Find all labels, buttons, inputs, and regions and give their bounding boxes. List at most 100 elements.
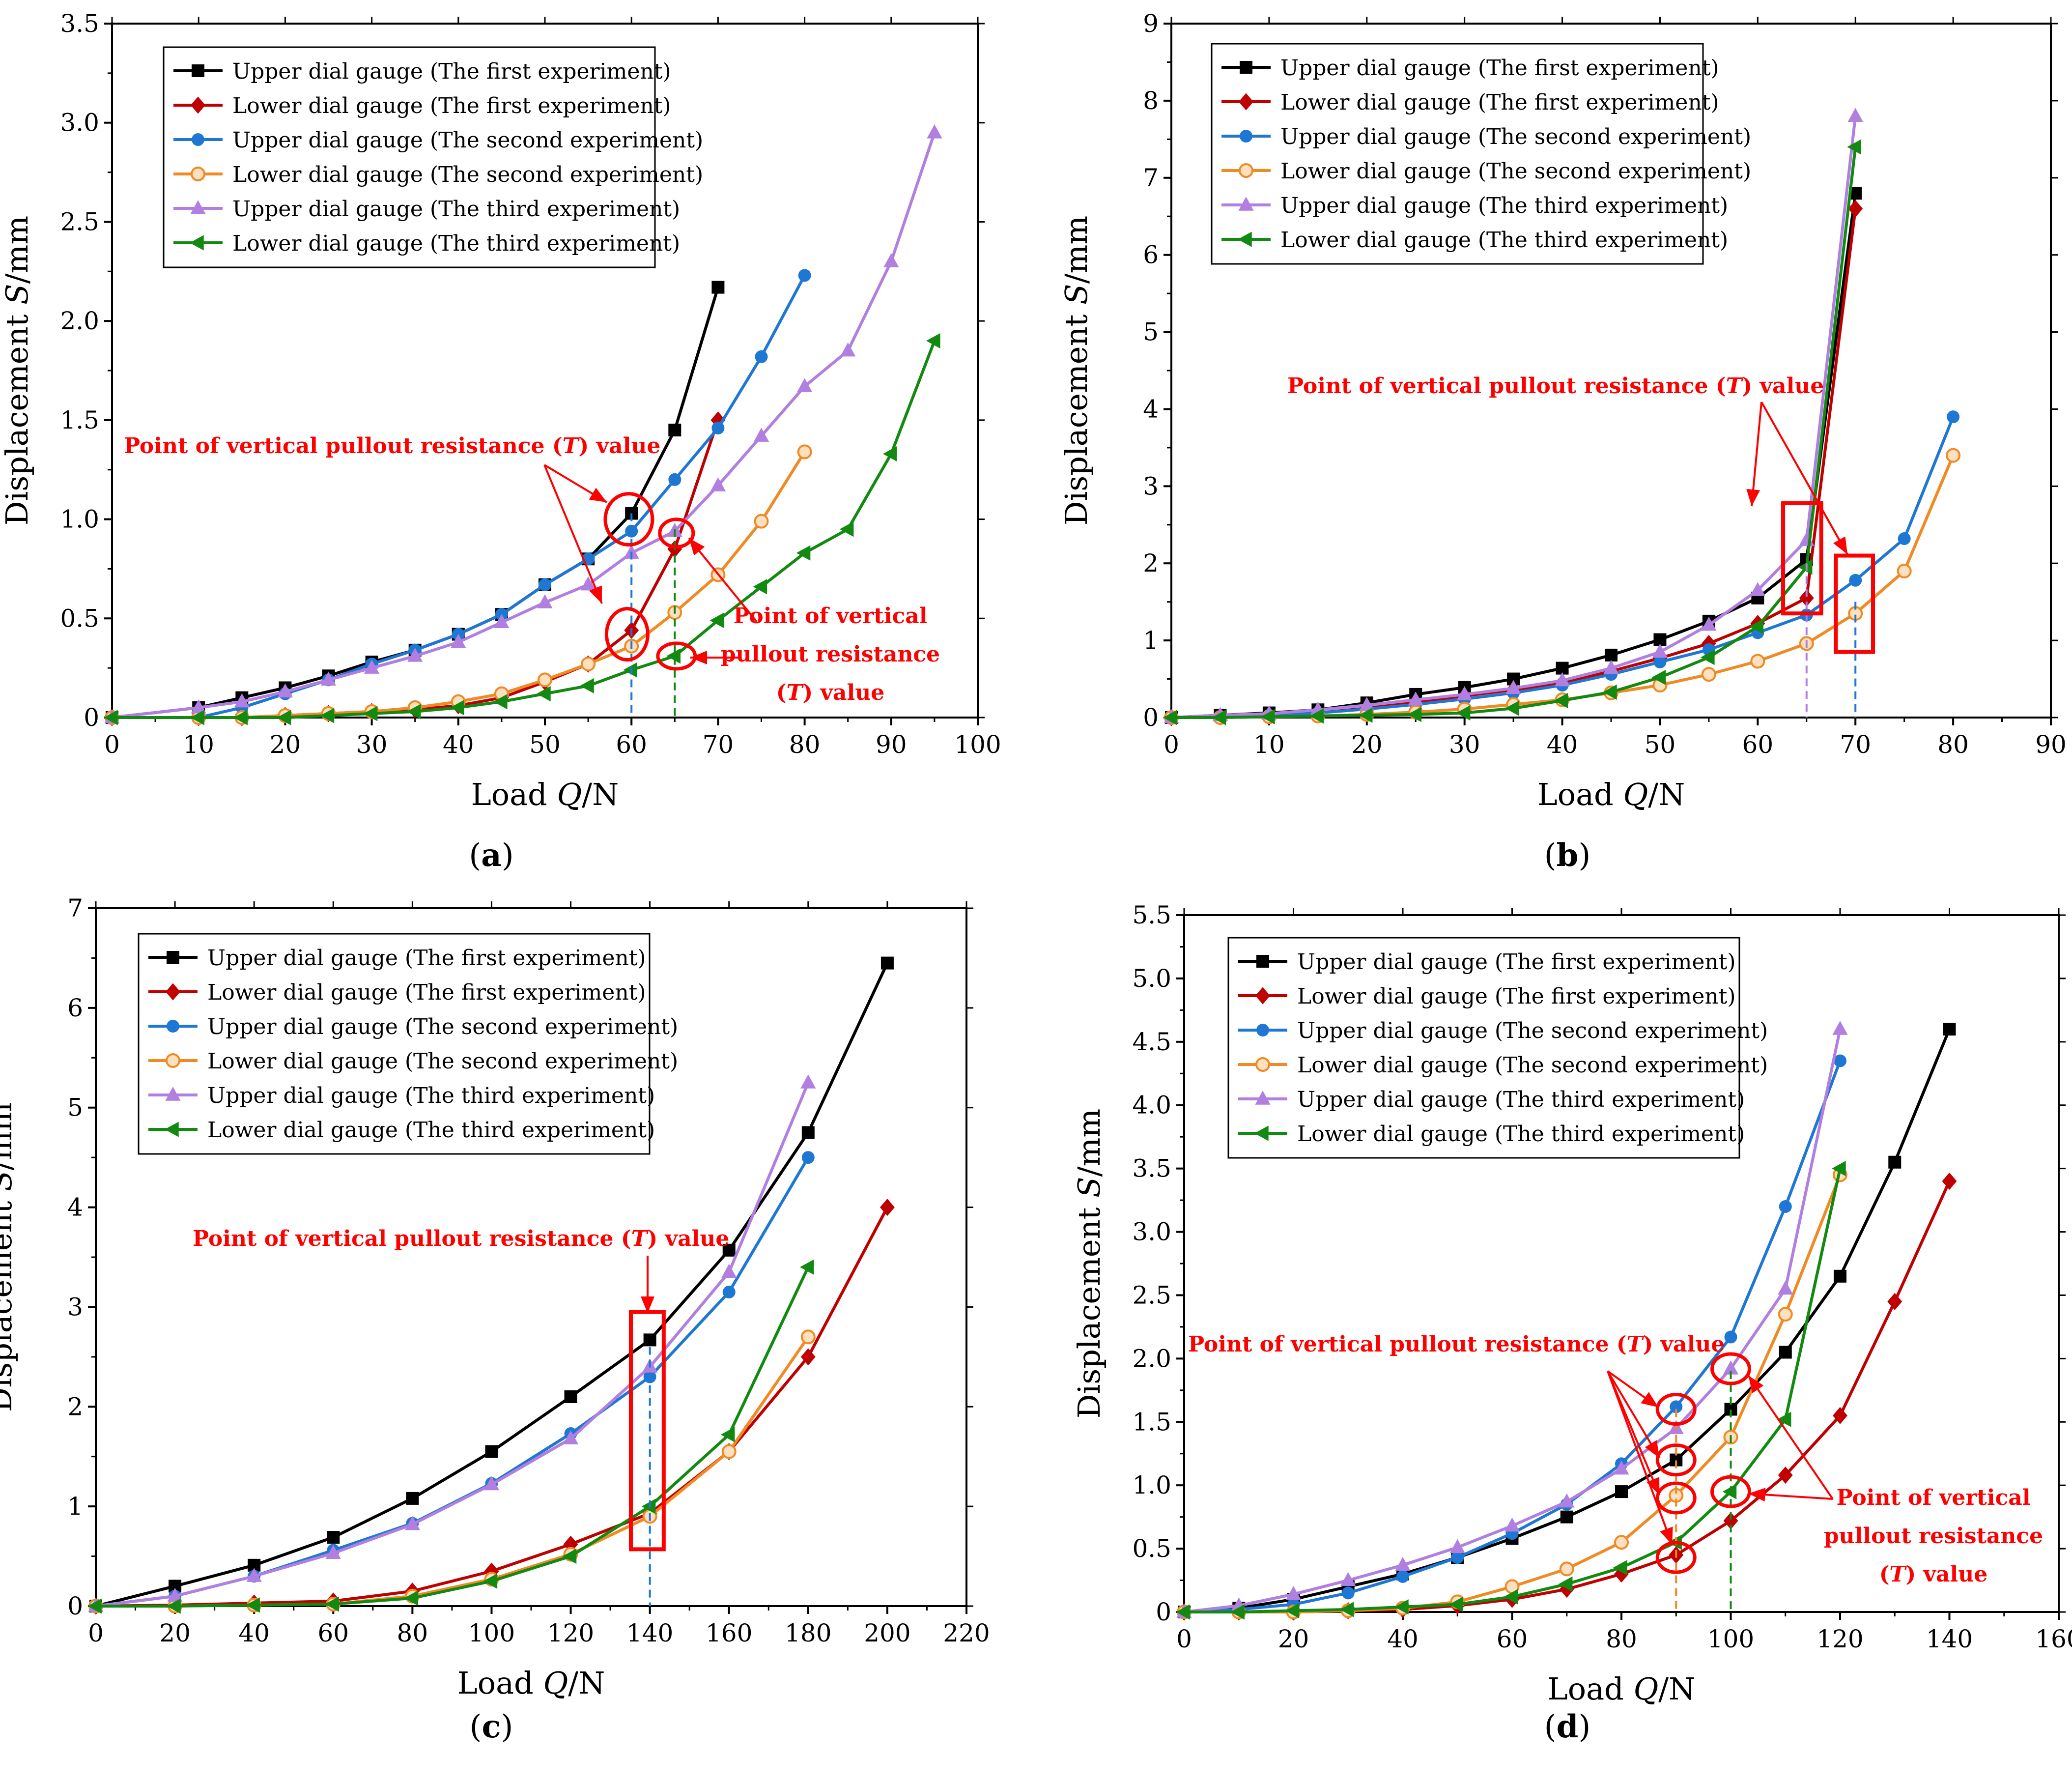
highlight-box <box>1781 501 1823 616</box>
panel-caption: (c) <box>470 1708 513 1745</box>
data-point <box>753 579 767 595</box>
y-tick-label: 3.5 <box>1132 1154 1171 1183</box>
y-tick-label: 1 <box>1143 626 1159 655</box>
highlight-circle <box>658 518 695 549</box>
data-point <box>1832 1021 1848 1035</box>
panel-a: 0 10 20 30 40 50 60 70 80 90 100 0 0.5 1.0 1.5 2.0 2.5 3.… <box>0 9 1001 874</box>
series-upper3 <box>88 1074 816 1612</box>
data-point <box>1341 1586 1355 1600</box>
panel-d: 0 20 40 60 80 100 120 140 160 0 0.5 1.0 1.5 2.0 2.5 3.0… <box>1071 901 2072 1745</box>
panel-caption: (a) <box>469 837 513 874</box>
series-line <box>1171 193 1857 719</box>
y-tick-label: 6 <box>67 994 83 1022</box>
data-point <box>880 1199 895 1216</box>
data-point <box>1833 1407 1847 1424</box>
data-point <box>796 545 811 561</box>
data-point <box>1723 1360 1739 1375</box>
x-tick-label: 120 <box>547 1619 594 1647</box>
data-point <box>1504 1589 1518 1605</box>
highlight-circle <box>603 492 654 547</box>
data-point <box>1559 1561 1574 1577</box>
x-tick-label: 200 <box>864 1619 910 1647</box>
data-point <box>1848 200 1863 218</box>
y-tick-label: 4 <box>67 1193 83 1222</box>
data-point <box>623 662 637 678</box>
data-point <box>1603 660 1619 674</box>
data-point <box>1947 410 1960 424</box>
data-point <box>1614 1565 1629 1583</box>
data-point <box>720 1427 735 1442</box>
data-point <box>1408 691 1423 706</box>
data-point <box>800 1348 816 1366</box>
legend-label: Lower dial gauge (The third experiment) <box>1280 228 1728 253</box>
data-point <box>1849 574 1862 587</box>
panel-caption: (d) <box>1544 1708 1591 1745</box>
legend-label: Lower dial gauge (The second experiment) <box>1280 159 1751 184</box>
highlight-circle <box>1710 1352 1751 1385</box>
data-point <box>1451 1551 1464 1564</box>
y-tick-label: 3 <box>67 1293 83 1321</box>
annotation-arrow <box>543 464 608 503</box>
legend-label: Upper dial gauge (The second experiment) <box>1297 1018 1768 1043</box>
annotation-label: Point of vertical pullout resistance (T)… <box>124 433 660 459</box>
highlight-circle <box>1710 1475 1751 1508</box>
data-point <box>1395 1556 1411 1571</box>
x-tick-label: 60 <box>1497 1625 1528 1653</box>
legend-label: Upper dial gauge (The first experiment) <box>207 946 646 971</box>
data-point <box>668 473 681 486</box>
legend-box <box>1211 43 1704 265</box>
annotation-label: Point of vertical pullout resistance (T)… <box>1287 374 1824 399</box>
x-axis-title: Load Q/N <box>1537 777 1685 812</box>
series-line <box>95 1156 810 1608</box>
x-tick-label: 20 <box>270 730 301 759</box>
data-point <box>641 1498 656 1514</box>
data-point <box>721 1444 737 1459</box>
data-point <box>1832 1161 1846 1177</box>
y-tick-label: 5.0 <box>1132 964 1171 993</box>
series-lower1 <box>1177 1172 1957 1621</box>
data-point <box>1614 1535 1629 1550</box>
y-tick-label: 4.0 <box>1132 1091 1171 1120</box>
legend-label: Upper dial gauge (The first experiment) <box>1297 950 1736 975</box>
y-tick-label: 7 <box>67 894 83 922</box>
legend-marker <box>167 1020 179 1033</box>
x-axis-title: Load Q/N <box>471 777 619 812</box>
legend-marker <box>1256 955 1269 968</box>
data-point <box>800 1074 816 1089</box>
data-point <box>1888 1155 1902 1169</box>
y-tick-label: 9 <box>1143 9 1159 38</box>
data-point <box>1778 1307 1793 1322</box>
annotation-arrow <box>1607 1370 1660 1459</box>
x-tick-label: 180 <box>785 1619 831 1647</box>
series-line <box>95 1082 810 1608</box>
data-point <box>325 1545 341 1559</box>
data-point <box>1653 656 1667 669</box>
legend-label: Upper dial gauge (The second experiment) <box>232 128 703 153</box>
data-point <box>581 657 596 672</box>
data-point <box>840 342 856 357</box>
data-point <box>1396 1570 1409 1583</box>
data-point <box>797 378 813 392</box>
x-tick-label: 50 <box>529 730 561 759</box>
x-tick-label: 100 <box>468 1619 515 1647</box>
series-lower3 <box>104 333 940 725</box>
data-point <box>1798 559 1813 575</box>
highlight-circle <box>1655 1443 1697 1477</box>
data-point <box>1722 1484 1737 1499</box>
x-tick-label: 80 <box>1606 1625 1637 1653</box>
series-lower1 <box>88 1199 895 1615</box>
series-lower3 <box>1176 1161 1846 1620</box>
legend-marker <box>1240 61 1252 74</box>
legend-label: Upper dial gauge (The third experiment) <box>1297 1087 1745 1112</box>
legend-marker <box>1240 130 1252 143</box>
data-point <box>1212 710 1226 725</box>
data-point <box>1724 1330 1737 1344</box>
series-lower1 <box>1164 200 1863 726</box>
data-point <box>1603 684 1617 700</box>
data-point <box>167 1598 181 1614</box>
y-axis-title: Displacement S/mm <box>0 1102 19 1412</box>
data-point <box>450 700 464 716</box>
data-point <box>1163 710 1177 725</box>
x-tick-label: 40 <box>443 730 474 759</box>
